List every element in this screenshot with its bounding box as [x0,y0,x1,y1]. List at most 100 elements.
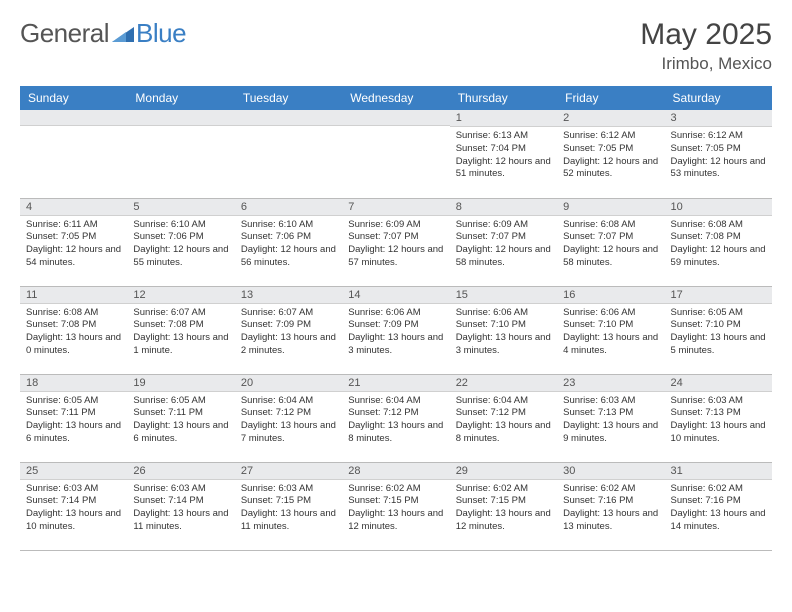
weekday-header: Monday [127,86,234,110]
sunset-text: Sunset: 7:07 PM [456,231,551,244]
sunrise-text: Sunrise: 6:10 AM [241,219,336,232]
day-number: 16 [557,287,664,304]
daylight-text: Daylight: 12 hours and 58 minutes. [563,244,658,270]
sunset-text: Sunset: 7:08 PM [26,319,121,332]
sunrise-text: Sunrise: 6:13 AM [456,130,551,143]
sunset-text: Sunset: 7:15 PM [456,495,551,508]
sunrise-text: Sunrise: 6:04 AM [241,395,336,408]
sunrise-text: Sunrise: 6:02 AM [671,483,766,496]
sunrise-text: Sunrise: 6:08 AM [563,219,658,232]
brand-triangle-icon [112,24,134,44]
sunset-text: Sunset: 7:10 PM [456,319,551,332]
day-number: 3 [665,110,772,127]
header: General Blue May 2025 Irimbo, Mexico [20,18,772,74]
day-body [127,126,234,133]
day-body: Sunrise: 6:03 AMSunset: 7:13 PMDaylight:… [557,392,664,450]
daylight-text: Daylight: 13 hours and 6 minutes. [133,420,228,446]
weekday-header: Friday [557,86,664,110]
day-number: 6 [235,199,342,216]
daylight-text: Daylight: 13 hours and 6 minutes. [26,420,121,446]
day-body: Sunrise: 6:03 AMSunset: 7:13 PMDaylight:… [665,392,772,450]
brand-logo: General Blue [20,18,186,49]
calendar-day-cell: 26Sunrise: 6:03 AMSunset: 7:14 PMDayligh… [127,462,234,550]
day-body: Sunrise: 6:06 AMSunset: 7:09 PMDaylight:… [342,304,449,362]
day-body: Sunrise: 6:11 AMSunset: 7:05 PMDaylight:… [20,216,127,274]
daylight-text: Daylight: 12 hours and 54 minutes. [26,244,121,270]
day-body: Sunrise: 6:04 AMSunset: 7:12 PMDaylight:… [450,392,557,450]
month-title: May 2025 [640,18,772,52]
day-number: 26 [127,463,234,480]
weekday-header: Thursday [450,86,557,110]
sunrise-text: Sunrise: 6:12 AM [563,130,658,143]
day-number: 25 [20,463,127,480]
sunset-text: Sunset: 7:16 PM [563,495,658,508]
daylight-text: Daylight: 13 hours and 3 minutes. [456,332,551,358]
sunset-text: Sunset: 7:05 PM [671,143,766,156]
daylight-text: Daylight: 13 hours and 14 minutes. [671,508,766,534]
calendar-day-cell: 8Sunrise: 6:09 AMSunset: 7:07 PMDaylight… [450,198,557,286]
calendar-day-cell: 10Sunrise: 6:08 AMSunset: 7:08 PMDayligh… [665,198,772,286]
calendar-day-cell: 23Sunrise: 6:03 AMSunset: 7:13 PMDayligh… [557,374,664,462]
day-body: Sunrise: 6:09 AMSunset: 7:07 PMDaylight:… [342,216,449,274]
day-body: Sunrise: 6:03 AMSunset: 7:14 PMDaylight:… [127,480,234,538]
daylight-text: Daylight: 13 hours and 5 minutes. [671,332,766,358]
sunset-text: Sunset: 7:10 PM [671,319,766,332]
daylight-text: Daylight: 12 hours and 52 minutes. [563,156,658,182]
daylight-text: Daylight: 12 hours and 51 minutes. [456,156,551,182]
day-body [235,126,342,133]
sunrise-text: Sunrise: 6:08 AM [671,219,766,232]
sunset-text: Sunset: 7:14 PM [26,495,121,508]
sunrise-text: Sunrise: 6:02 AM [456,483,551,496]
calendar-day-cell: 16Sunrise: 6:06 AMSunset: 7:10 PMDayligh… [557,286,664,374]
sunset-text: Sunset: 7:09 PM [348,319,443,332]
sunrise-text: Sunrise: 6:11 AM [26,219,121,232]
sunset-text: Sunset: 7:12 PM [241,407,336,420]
calendar-week-row: 1Sunrise: 6:13 AMSunset: 7:04 PMDaylight… [20,110,772,198]
calendar-day-cell: 14Sunrise: 6:06 AMSunset: 7:09 PMDayligh… [342,286,449,374]
calendar-week-row: 4Sunrise: 6:11 AMSunset: 7:05 PMDaylight… [20,198,772,286]
brand-part2: Blue [136,18,186,49]
sunset-text: Sunset: 7:07 PM [563,231,658,244]
daylight-text: Daylight: 12 hours and 58 minutes. [456,244,551,270]
daylight-text: Daylight: 13 hours and 8 minutes. [456,420,551,446]
daylight-text: Daylight: 13 hours and 10 minutes. [26,508,121,534]
day-body: Sunrise: 6:02 AMSunset: 7:15 PMDaylight:… [342,480,449,538]
daylight-text: Daylight: 13 hours and 3 minutes. [348,332,443,358]
sunset-text: Sunset: 7:11 PM [26,407,121,420]
daylight-text: Daylight: 13 hours and 9 minutes. [563,420,658,446]
title-block: May 2025 Irimbo, Mexico [640,18,772,74]
sunrise-text: Sunrise: 6:09 AM [348,219,443,232]
day-body: Sunrise: 6:02 AMSunset: 7:15 PMDaylight:… [450,480,557,538]
day-body: Sunrise: 6:07 AMSunset: 7:08 PMDaylight:… [127,304,234,362]
location: Irimbo, Mexico [640,54,772,74]
sunset-text: Sunset: 7:06 PM [133,231,228,244]
day-body: Sunrise: 6:12 AMSunset: 7:05 PMDaylight:… [557,127,664,185]
calendar-page: General Blue May 2025 Irimbo, Mexico Sun… [0,0,792,612]
sunset-text: Sunset: 7:13 PM [563,407,658,420]
sunrise-text: Sunrise: 6:03 AM [26,483,121,496]
sunset-text: Sunset: 7:08 PM [133,319,228,332]
day-body: Sunrise: 6:08 AMSunset: 7:07 PMDaylight:… [557,216,664,274]
sunrise-text: Sunrise: 6:07 AM [133,307,228,320]
calendar-day-cell: 3Sunrise: 6:12 AMSunset: 7:05 PMDaylight… [665,110,772,198]
calendar-day-cell: 18Sunrise: 6:05 AMSunset: 7:11 PMDayligh… [20,374,127,462]
day-body: Sunrise: 6:03 AMSunset: 7:14 PMDaylight:… [20,480,127,538]
calendar-day-cell: 1Sunrise: 6:13 AMSunset: 7:04 PMDaylight… [450,110,557,198]
daylight-text: Daylight: 13 hours and 4 minutes. [563,332,658,358]
day-number [20,110,127,126]
sunrise-text: Sunrise: 6:03 AM [241,483,336,496]
sunrise-text: Sunrise: 6:02 AM [563,483,658,496]
daylight-text: Daylight: 13 hours and 10 minutes. [671,420,766,446]
calendar-day-cell: 21Sunrise: 6:04 AMSunset: 7:12 PMDayligh… [342,374,449,462]
daylight-text: Daylight: 13 hours and 13 minutes. [563,508,658,534]
brand-part1: General [20,18,109,49]
calendar-day-cell: 19Sunrise: 6:05 AMSunset: 7:11 PMDayligh… [127,374,234,462]
calendar-day-cell: 13Sunrise: 6:07 AMSunset: 7:09 PMDayligh… [235,286,342,374]
calendar-day-cell: 29Sunrise: 6:02 AMSunset: 7:15 PMDayligh… [450,462,557,550]
day-body: Sunrise: 6:10 AMSunset: 7:06 PMDaylight:… [127,216,234,274]
sunset-text: Sunset: 7:11 PM [133,407,228,420]
day-number: 4 [20,199,127,216]
day-number: 8 [450,199,557,216]
calendar-day-cell: 12Sunrise: 6:07 AMSunset: 7:08 PMDayligh… [127,286,234,374]
day-number [235,110,342,126]
